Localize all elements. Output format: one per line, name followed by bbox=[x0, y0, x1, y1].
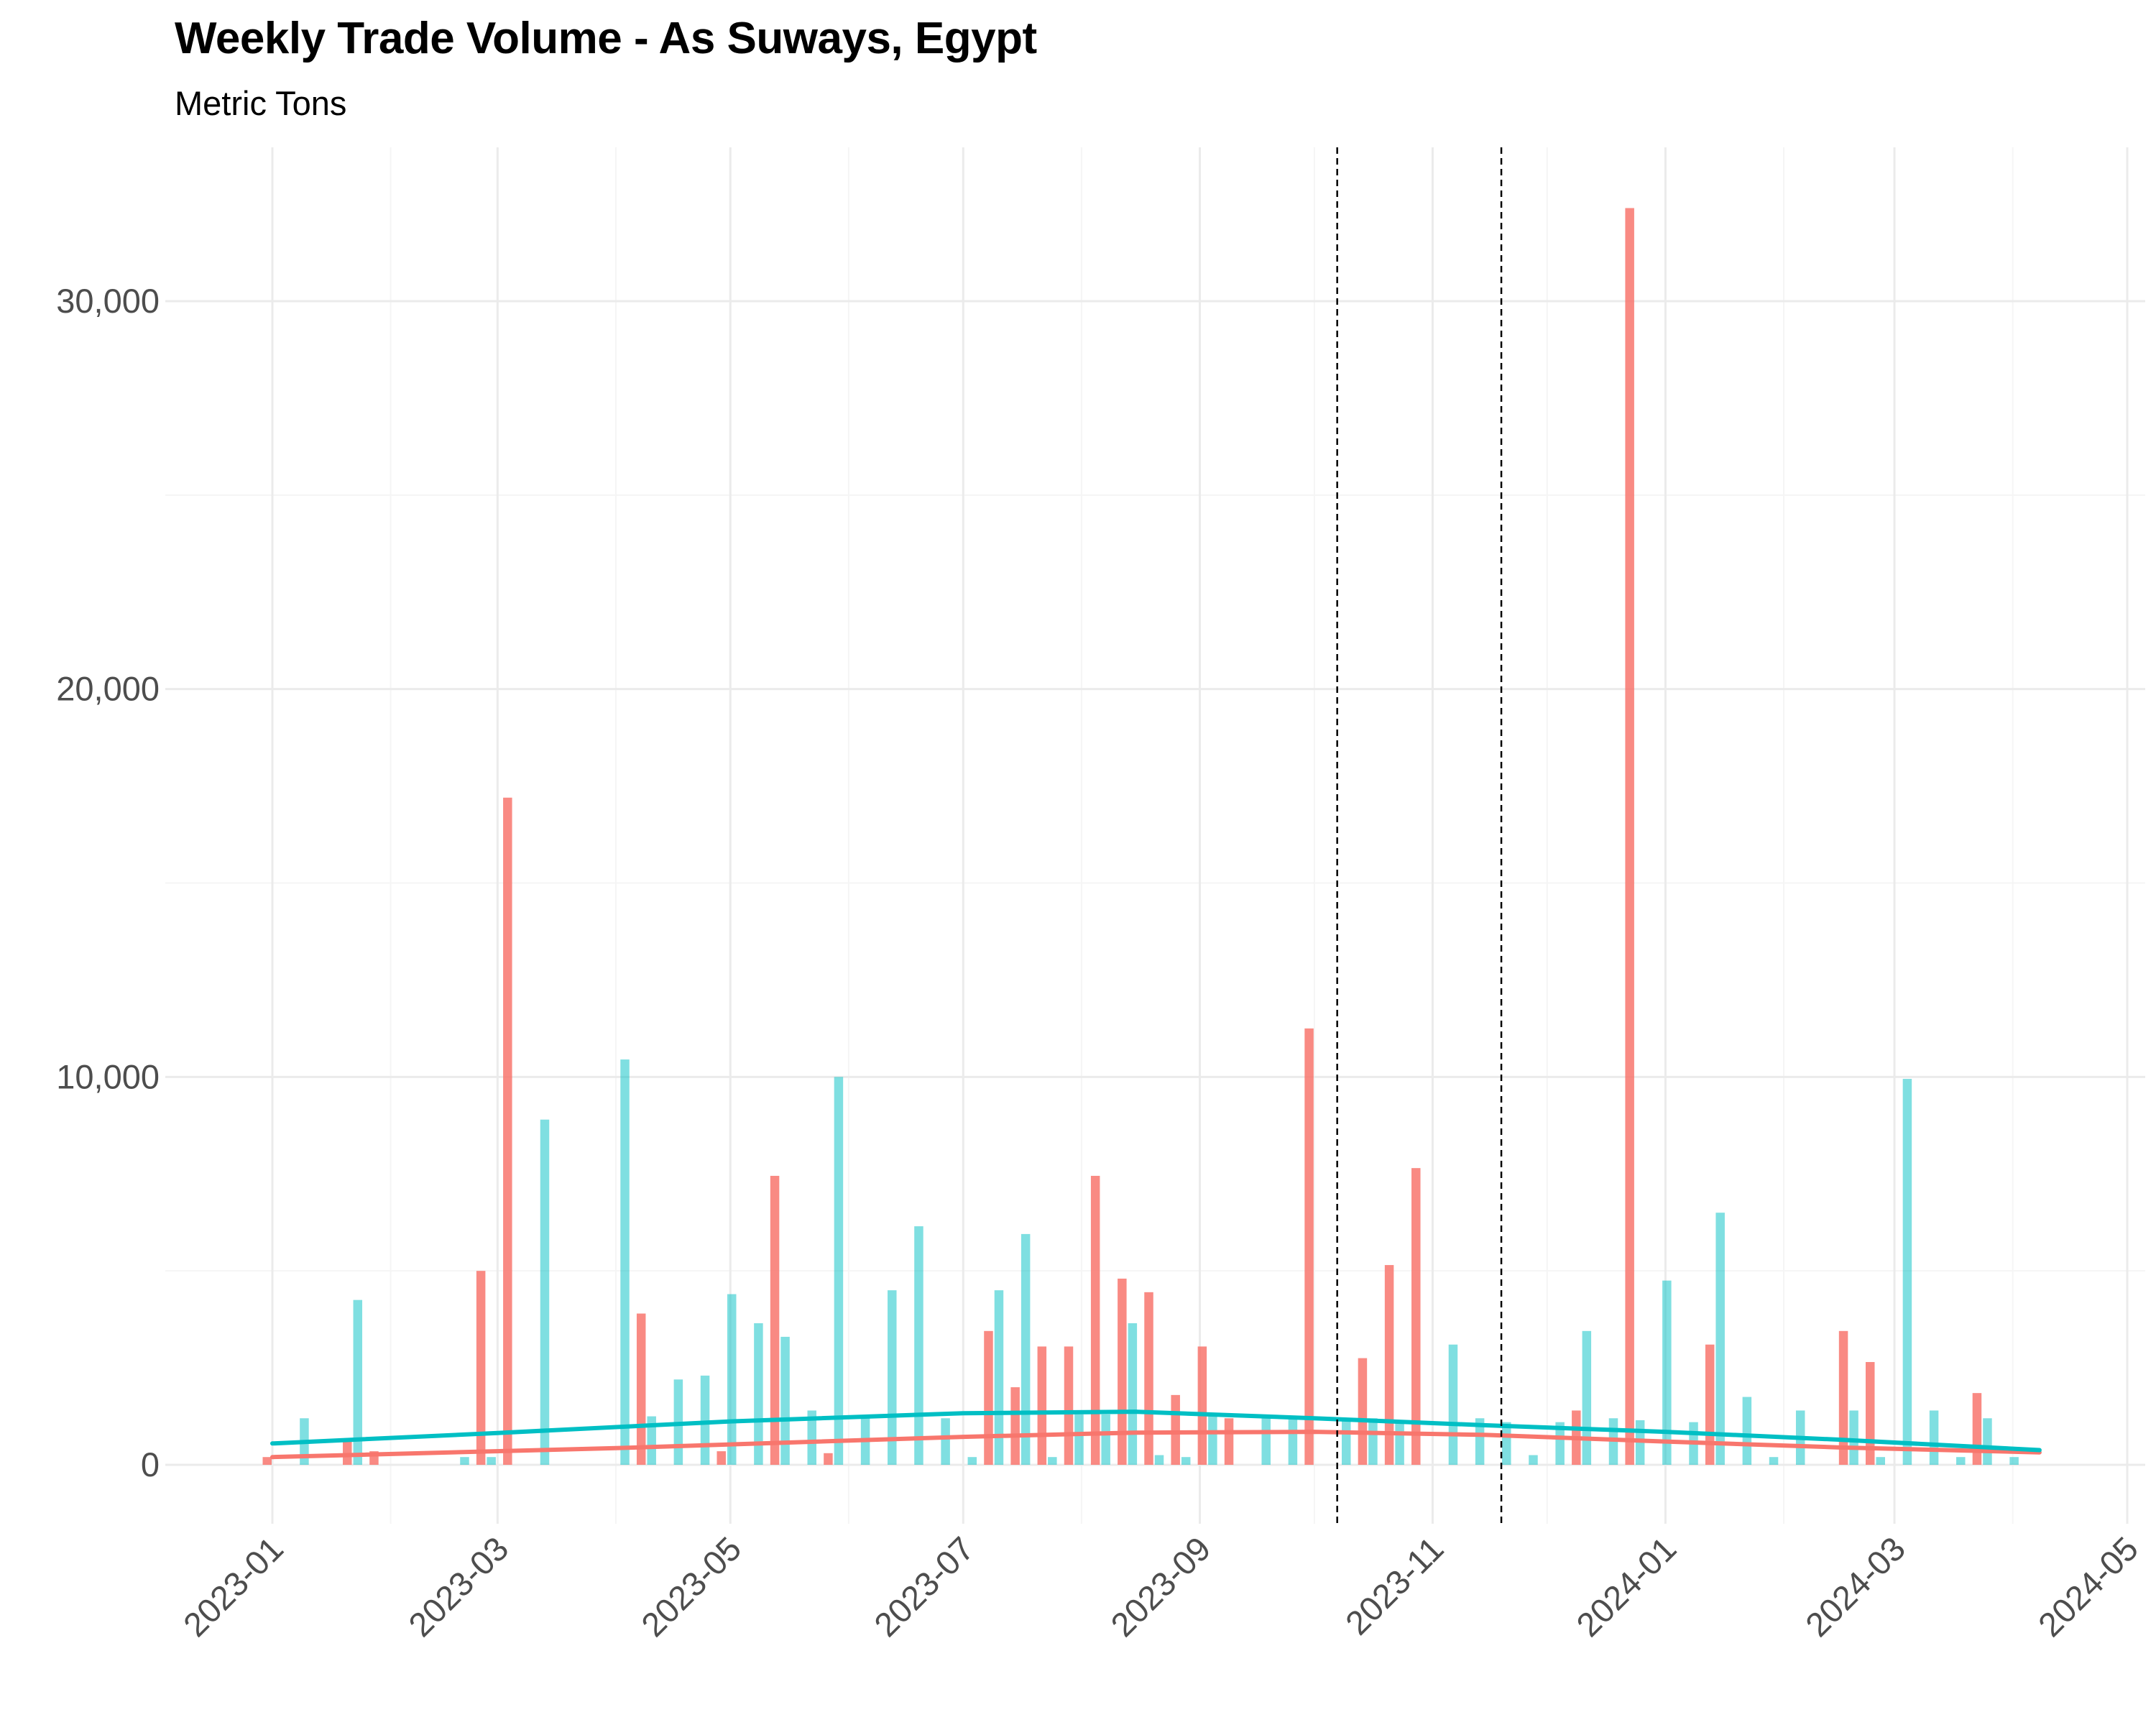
bar-series-red bbox=[636, 1313, 646, 1465]
bar-series-red bbox=[1705, 1344, 1715, 1465]
bar-series-teal bbox=[1341, 1418, 1351, 1465]
bar-series-red bbox=[1171, 1394, 1180, 1465]
bar-series-red bbox=[1625, 208, 1634, 1466]
y-tick-label: 0 bbox=[141, 1445, 160, 1484]
x-tick-label: 2023-09 bbox=[1103, 1530, 1217, 1644]
y-tick-label: 10,000 bbox=[56, 1057, 160, 1095]
bar-series-teal bbox=[1502, 1422, 1511, 1465]
bar-series-red bbox=[1838, 1330, 1848, 1465]
bar-series-teal bbox=[1475, 1418, 1485, 1465]
bar-series-teal bbox=[460, 1457, 469, 1465]
bar-series-red bbox=[262, 1457, 272, 1465]
bar-series-teal bbox=[700, 1375, 710, 1465]
bar-series-red bbox=[824, 1453, 833, 1465]
bar-series-red bbox=[1197, 1346, 1207, 1465]
bar-series-teal bbox=[1101, 1414, 1110, 1465]
bar-series-red bbox=[1010, 1387, 1020, 1465]
bar-series-teal bbox=[780, 1336, 790, 1465]
bar-series-teal bbox=[1154, 1455, 1164, 1465]
trend-line-teal bbox=[270, 1409, 2042, 1453]
x-tick-label: 2023-01 bbox=[176, 1530, 290, 1644]
reference-lines bbox=[1336, 147, 1503, 1524]
bar-series-teal bbox=[727, 1294, 737, 1465]
trend-lines bbox=[270, 1409, 2042, 1460]
bar-series-teal bbox=[1715, 1213, 1725, 1465]
bar-series-red bbox=[1358, 1358, 1368, 1465]
x-tick-label: 2024-01 bbox=[1569, 1530, 1683, 1644]
bar-series-teal bbox=[1074, 1414, 1084, 1465]
bar-series-teal bbox=[967, 1457, 977, 1465]
bar-series-red bbox=[1037, 1346, 1047, 1465]
bar-series-teal bbox=[1181, 1457, 1191, 1465]
bar-series-red bbox=[1224, 1418, 1234, 1465]
grid-minor bbox=[165, 147, 2145, 1524]
bar-series-teal bbox=[1529, 1455, 1538, 1465]
bar-series-teal bbox=[1849, 1410, 1858, 1465]
bar-series-teal bbox=[914, 1226, 923, 1465]
chart-subtitle: Metric Tons bbox=[175, 84, 347, 122]
bar-series-teal bbox=[1128, 1323, 1138, 1465]
bar-series-teal bbox=[647, 1416, 656, 1465]
bar-series-red bbox=[1972, 1393, 1982, 1465]
x-tick-label: 2023-11 bbox=[1338, 1530, 1451, 1642]
y-tick-label: 30,000 bbox=[56, 282, 160, 320]
bar-series-red bbox=[1411, 1168, 1421, 1465]
bar-series-teal bbox=[1261, 1418, 1271, 1465]
x-tick-label: 2023-03 bbox=[401, 1530, 515, 1644]
bar-series-teal bbox=[1048, 1457, 1057, 1465]
bar-series-teal bbox=[1769, 1457, 1779, 1465]
bar-series-teal bbox=[754, 1323, 763, 1465]
bar-series-red bbox=[770, 1175, 780, 1465]
grid-major bbox=[165, 147, 2145, 1524]
bar-series-teal bbox=[1956, 1457, 1966, 1465]
bar-series-teal bbox=[1662, 1280, 1672, 1465]
bar-series-teal bbox=[620, 1059, 630, 1465]
bars bbox=[262, 208, 2019, 1466]
bar-series-red bbox=[717, 1451, 726, 1465]
bar-series-teal bbox=[1742, 1397, 1752, 1465]
bar-series-teal bbox=[1555, 1422, 1565, 1465]
trend-line-red bbox=[270, 1430, 2042, 1460]
bar-series-teal bbox=[807, 1410, 816, 1465]
bar-series-teal bbox=[1582, 1330, 1592, 1465]
y-tick-label: 20,000 bbox=[56, 670, 160, 708]
bar-series-teal bbox=[1288, 1418, 1298, 1465]
bar-series-teal bbox=[487, 1457, 496, 1465]
bar-series-red bbox=[1118, 1278, 1127, 1465]
x-tick-label: 2023-07 bbox=[867, 1530, 981, 1644]
chart-title: Weekly Trade Volume - As Suways, Egypt bbox=[175, 14, 1037, 63]
bar-series-red bbox=[1304, 1028, 1314, 1465]
bar-series-teal bbox=[888, 1290, 897, 1465]
bar-series-red bbox=[476, 1271, 486, 1465]
bar-series-teal bbox=[1448, 1344, 1458, 1465]
bar-series-teal bbox=[1876, 1457, 1885, 1465]
bar-series-red bbox=[1090, 1175, 1100, 1465]
bar-series-teal bbox=[1208, 1416, 1217, 1465]
bar-series-teal bbox=[834, 1077, 844, 1465]
bar-series-teal bbox=[1929, 1410, 1939, 1465]
bar-series-red bbox=[1144, 1292, 1153, 1465]
bar-series-teal bbox=[1368, 1418, 1378, 1465]
x-tick-label: 2024-05 bbox=[2031, 1530, 2145, 1644]
bar-series-teal bbox=[1021, 1233, 1031, 1465]
bar-series-teal bbox=[1902, 1079, 1912, 1465]
x-tick-label: 2024-03 bbox=[1798, 1530, 1912, 1644]
bar-series-teal bbox=[540, 1119, 550, 1465]
bar-series-teal bbox=[1395, 1420, 1404, 1465]
bar-series-teal bbox=[941, 1418, 950, 1465]
bar-series-red bbox=[503, 797, 512, 1465]
bar-series-teal bbox=[994, 1290, 1004, 1465]
bar-series-teal bbox=[1983, 1418, 1992, 1465]
bar-series-teal bbox=[2009, 1457, 2019, 1465]
bar-series-red bbox=[1064, 1346, 1074, 1465]
bar-series-red bbox=[1384, 1265, 1394, 1465]
bar-series-teal bbox=[353, 1300, 363, 1465]
x-tick-label: 2023-05 bbox=[634, 1530, 748, 1644]
y-axis: 0 10,000 20,000 30,000 bbox=[56, 282, 160, 1484]
bar-series-red bbox=[984, 1330, 993, 1465]
x-axis: 2023-01 2023-03 2023-05 2023-07 2023-09 2023-… bbox=[176, 1530, 2145, 1644]
